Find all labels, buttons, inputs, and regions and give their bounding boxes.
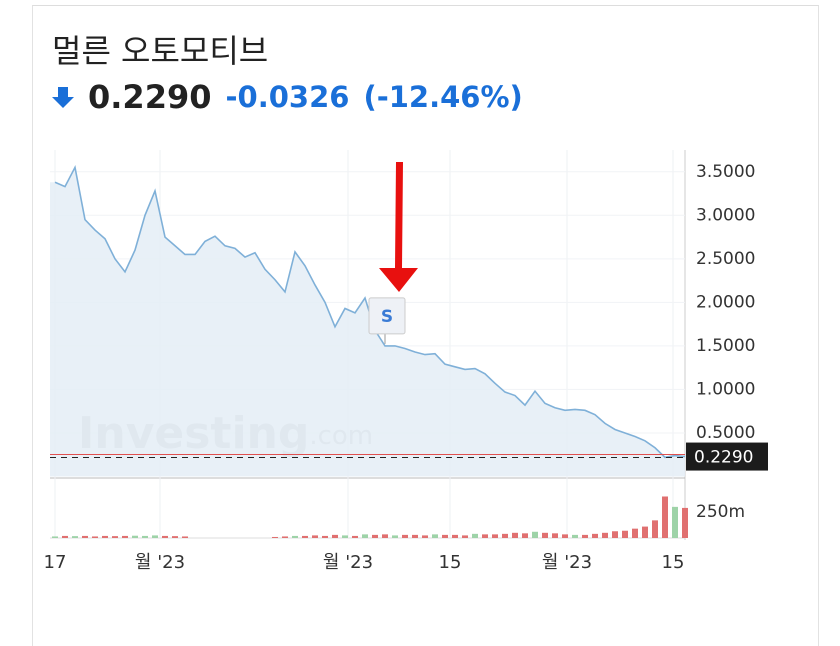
volume-bar — [302, 535, 308, 538]
price-row: 0.2290 -0.0326 (-12.46%) — [52, 78, 523, 116]
y-tick-label: 3.5000 — [696, 162, 755, 182]
volume-bar — [152, 535, 158, 538]
volume-bar — [682, 507, 688, 538]
volume-bar — [372, 534, 378, 538]
price: 0.2290 — [88, 78, 212, 116]
volume-bar — [582, 534, 588, 538]
pointer-arrow — [379, 162, 418, 292]
area — [50, 167, 685, 477]
volume-bar — [592, 533, 598, 538]
y-tick-label: 3.0000 — [696, 205, 755, 225]
volume-tick-label: 250m — [696, 502, 745, 522]
volume-bar — [62, 535, 68, 538]
y-tick-label: 1.0000 — [696, 379, 755, 399]
title: 멀른 오토모티브 — [52, 32, 269, 70]
volume-bar — [632, 528, 638, 538]
x-tick-label: 월 '23 — [542, 552, 592, 573]
y-tick-label: 1.5000 — [696, 336, 755, 356]
down-arrow-icon — [52, 87, 74, 108]
page: 멀른 오토모티브 0.2290 -0.0326 (-12.46%) 17 월 '2… — [32, 5, 819, 646]
volume-bar — [462, 535, 468, 538]
volume-bar — [642, 526, 648, 538]
volume-bar — [512, 532, 518, 538]
x-tick-label: 월 '23 — [323, 552, 373, 573]
card — [32, 5, 819, 646]
volume-bar — [452, 534, 458, 538]
volume-bar — [312, 535, 318, 538]
volume-bar — [322, 535, 328, 538]
volume-bar — [352, 535, 358, 538]
volume-bar — [422, 535, 428, 538]
x-tick-label: 17 — [44, 552, 67, 573]
volume-bar — [432, 534, 438, 538]
volume-bar — [182, 536, 188, 538]
volume-bar — [332, 534, 338, 538]
volume-bar — [172, 536, 178, 538]
volume-bar — [602, 532, 608, 538]
y-tick-label: 0.5000 — [696, 423, 755, 443]
annotation-label: S — [381, 307, 393, 327]
volume-bar — [472, 533, 478, 538]
x-tick-label: 월 '23 — [135, 552, 185, 573]
x-tick-label: 15 — [662, 552, 685, 573]
y-tick-label: 2.0000 — [696, 292, 755, 312]
volume-bar — [652, 520, 658, 538]
volume-bar — [292, 535, 298, 538]
volume-bar — [402, 534, 408, 538]
volume-bar — [122, 535, 128, 538]
chart: 17 월 '23 월 '23 15 월 '23 15 3.5000 3.0000 2.5000 2… — [44, 150, 768, 573]
volume-bar — [622, 530, 628, 538]
change-pct: (-12.46%) — [363, 80, 523, 114]
volume-bar — [612, 531, 618, 538]
volume-bar — [72, 536, 78, 538]
volume-bar — [542, 532, 548, 538]
volume-bar — [342, 535, 348, 538]
volume-bar — [502, 533, 508, 538]
change: -0.0326 — [225, 80, 350, 114]
volume-bar — [482, 534, 488, 538]
volume-bar — [132, 535, 138, 538]
volume-bar — [382, 534, 388, 538]
volume-bar — [412, 534, 418, 538]
annotation-box — [368, 297, 406, 335]
last-price-box — [686, 442, 768, 471]
volume-bar — [92, 536, 98, 538]
volume-bar — [142, 535, 148, 538]
volume-bar — [82, 535, 88, 538]
volume-bar — [492, 534, 498, 538]
volume-bar — [662, 496, 668, 538]
y-tick-label: 2.5000 — [696, 249, 755, 269]
volume-bar — [162, 535, 168, 538]
volume-bar — [532, 531, 538, 538]
volume-bar — [112, 536, 118, 538]
last-price-label: 0.2290 — [694, 448, 753, 468]
volume-bar — [362, 534, 368, 538]
volume-bar — [272, 536, 278, 538]
volume-bar — [392, 535, 398, 538]
volume-bar — [52, 536, 58, 538]
volume-bar — [282, 536, 288, 538]
volume-bar — [572, 534, 578, 538]
volume-bar — [562, 534, 568, 538]
volume-bar — [672, 506, 678, 538]
x-tick-label: 15 — [439, 552, 462, 573]
volume-bar — [552, 533, 558, 538]
volume-bar — [522, 533, 528, 538]
volume-bar — [442, 534, 448, 538]
volume-bar — [102, 535, 108, 538]
